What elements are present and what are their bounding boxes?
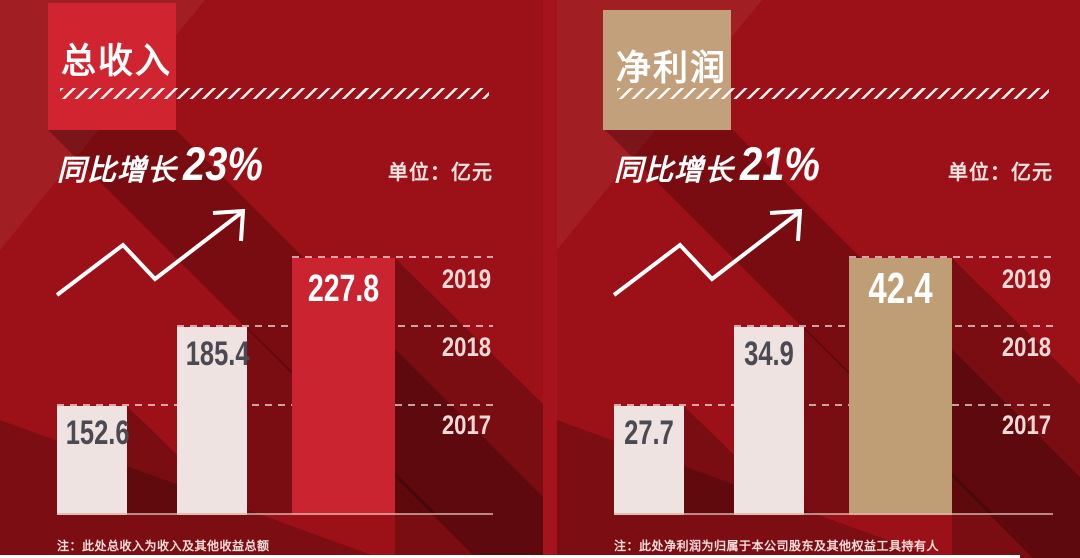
panel-divider [543, 0, 557, 558]
chart-baseline [614, 513, 1053, 515]
year-label-2018: 2018 [1001, 332, 1051, 362]
profit-title-box: 净利润 [603, 10, 731, 130]
bar-2019-highlight: 227.8 [292, 258, 395, 515]
growth-value: 21% [740, 137, 820, 190]
trend-arrow-icon [55, 208, 246, 297]
revenue-title-box: 总收入 [48, 3, 176, 130]
gridline-2019 [292, 256, 493, 258]
bar-value-2019: 227.8 [307, 268, 380, 310]
growth-value: 23% [183, 137, 263, 190]
gridline-2019 [849, 256, 1053, 258]
unit-label: 单位：亿元 [388, 162, 493, 184]
bar-2019-highlight: 42.4 [849, 258, 952, 515]
bar-2018: 185.4 [177, 327, 250, 515]
bar-value-2019: 42.4 [868, 264, 933, 313]
profit-panel: 净利润 同比增长 21% 单位：亿元 2019 2018 2017 27.7 34… [557, 0, 1080, 558]
trend-arrow-icon [612, 208, 803, 297]
bar-value-2018: 185.4 [185, 335, 250, 373]
hatch-decoration [617, 88, 1049, 99]
year-label-2017: 2017 [441, 410, 491, 440]
revenue-title: 总收入 [61, 42, 173, 81]
unit-label: 单位：亿元 [948, 162, 1053, 184]
bar-value-2017: 27.7 [624, 414, 674, 452]
bottom-edge-strip [0, 555, 1020, 558]
year-label-2018: 2018 [441, 332, 491, 362]
year-label-2019: 2019 [1001, 264, 1051, 294]
hatch-decoration [60, 88, 489, 99]
profit-footnote: 注：此处净利润为归属于本公司股东及其他权益工具持有人 [614, 539, 940, 553]
growth-label: 同比增长 [614, 155, 735, 187]
bar-2017: 152.6 [57, 406, 130, 515]
gridline-2017 [57, 404, 493, 406]
revenue-growth-text: 同比增长 23% [57, 136, 277, 191]
bar-value-2017: 152.6 [65, 414, 130, 452]
revenue-panel: 总收入 同比增长 23% 单位：亿元 2019 2018 2017 152.6 1… [0, 0, 543, 558]
bar-2017: 27.7 [614, 406, 684, 515]
growth-label: 同比增长 [57, 155, 178, 187]
revenue-footnote: 注：此处总收入为收入及其他收益总额 [57, 539, 270, 553]
bar-value-2018: 34.9 [744, 335, 794, 373]
year-label-2019: 2019 [441, 264, 491, 294]
bar-2018: 34.9 [734, 327, 804, 515]
chart-baseline [57, 513, 493, 515]
profit-growth-text: 同比增长 21% [614, 136, 834, 191]
profit-title: 净利润 [616, 49, 728, 88]
gridline-2017 [614, 404, 1053, 406]
year-label-2017: 2017 [1001, 410, 1051, 440]
